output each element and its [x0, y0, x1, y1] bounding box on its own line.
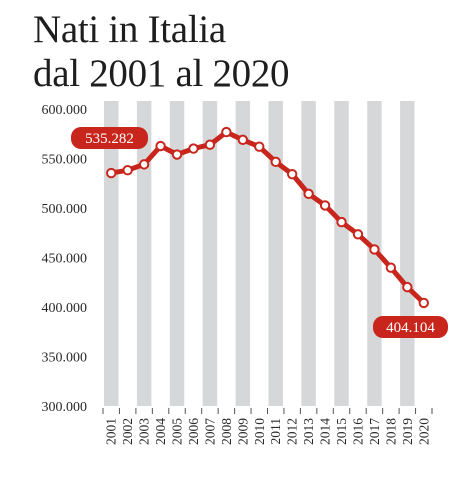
x-tick-label-2001: 2001 — [104, 418, 119, 445]
point-2006 — [188, 143, 199, 154]
point-2005 — [171, 149, 183, 160]
x-tick-label-2003: 2003 — [137, 418, 152, 445]
x-tick-label-2019: 2019 — [400, 418, 415, 445]
x-tick-label-2006: 2006 — [186, 418, 201, 445]
x-tick-label-2016: 2016 — [350, 418, 365, 445]
point-2009 — [237, 134, 249, 146]
point-2002 — [122, 164, 133, 176]
y-tick-label: 300.000 — [42, 400, 88, 415]
x-tick-label-2005: 2005 — [170, 418, 185, 445]
x-axis: 2001 2002 2003 2004 2005 2006 2007 2008 2009 2010… — [102, 408, 433, 445]
year-band-2001 — [104, 101, 119, 406]
x-tick-label-2010: 2010 — [252, 418, 267, 445]
y-tick-label: 500.000 — [42, 202, 88, 217]
x-tick-label-2014: 2014 — [318, 418, 333, 445]
point-2001 — [106, 167, 117, 179]
births-series — [106, 126, 429, 309]
point-2014 — [319, 200, 331, 211]
point-2010 — [254, 141, 265, 152]
year-band-2013 — [301, 101, 316, 406]
year-band-2019 — [400, 101, 415, 406]
x-tick-label-2017: 2017 — [367, 418, 382, 445]
value-callouts: 535.282 404.104 — [71, 127, 448, 338]
year-band-2011 — [268, 101, 283, 406]
point-2013 — [303, 188, 314, 200]
year-bands — [104, 101, 415, 406]
x-tick-label-2015: 2015 — [334, 418, 349, 445]
x-tick-label-2002: 2002 — [120, 418, 135, 445]
callout-box-2001 — [71, 127, 148, 149]
chart-title-line-1: Nati in Italia — [33, 8, 226, 51]
x-tick-label-2008: 2008 — [219, 418, 234, 445]
point-2019 — [402, 281, 413, 293]
point-2020 — [418, 297, 429, 309]
x-tick-label-2011: 2011 — [268, 418, 283, 445]
year-band-2005 — [169, 101, 185, 406]
year-band-2015 — [334, 101, 349, 406]
x-tick-label-2013: 2013 — [301, 418, 316, 445]
point-2018 — [385, 262, 397, 273]
y-axis: 300.000 350.000 400.000 450.000 500.000 550.0… — [42, 103, 88, 415]
y-tick-label: 600.000 — [42, 103, 88, 118]
year-band-2009 — [235, 101, 251, 406]
chart-title-line-2: dal 2001 al 2020 — [33, 52, 290, 95]
point-2004 — [155, 140, 166, 152]
point-2007 — [204, 139, 216, 150]
x-tick-label-2020: 2020 — [416, 418, 431, 445]
y-tick-label: 450.000 — [42, 252, 88, 267]
point-2016 — [352, 229, 364, 240]
x-tick-label-2007: 2007 — [202, 418, 217, 445]
point-2011 — [270, 156, 281, 168]
point-2012 — [286, 168, 298, 180]
point-2017 — [369, 244, 380, 255]
callout-label-2001: 535.282 — [85, 131, 134, 147]
point-2008 — [221, 126, 232, 138]
x-tick-label-2009: 2009 — [235, 418, 250, 445]
callout-box-2020 — [373, 316, 448, 338]
y-tick-label: 550.000 — [42, 153, 88, 168]
year-band-2003 — [136, 101, 152, 406]
y-tick-label: 350.000 — [42, 351, 88, 366]
callout-label-2020: 404.104 — [386, 320, 435, 336]
x-tick-label-2012: 2012 — [285, 418, 300, 445]
point-2015 — [336, 216, 347, 228]
x-tick-label-2004: 2004 — [153, 418, 168, 445]
chart-title: Nati in Italia dal 2001 al 2020 — [33, 8, 290, 96]
y-tick-label: 400.000 — [42, 301, 88, 316]
x-tick-label-2018: 2018 — [383, 418, 398, 445]
point-2003 — [138, 159, 150, 170]
year-band-2007 — [202, 101, 218, 406]
